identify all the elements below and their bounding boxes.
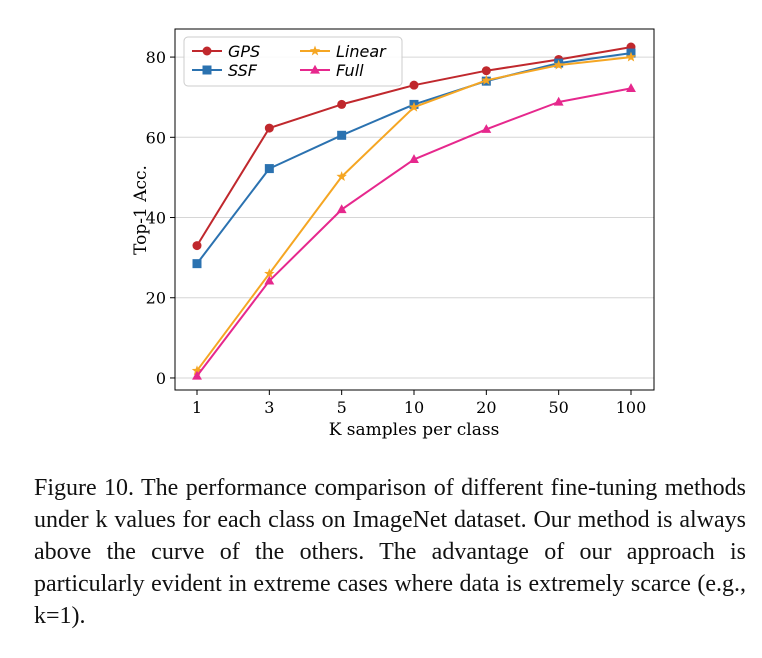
data-point-gps xyxy=(409,80,419,90)
grid-lines xyxy=(175,56,654,379)
data-point-ssf xyxy=(192,259,202,269)
legend-label-linear: Linear xyxy=(336,42,387,61)
figure-caption: Figure 10. The performance comparison of… xyxy=(34,475,746,629)
data-point-full xyxy=(336,204,347,214)
legend-marker-ssf xyxy=(202,65,212,75)
data-point-full xyxy=(553,96,564,106)
data-point-linear xyxy=(553,59,564,70)
legend-item-full: Full xyxy=(300,61,364,80)
data-point-linear xyxy=(408,101,420,112)
legend-label-full: Full xyxy=(336,61,364,80)
x-tick-label: 50 xyxy=(548,398,568,417)
data-point-gps xyxy=(337,99,347,109)
series-full xyxy=(192,83,636,380)
series-linear xyxy=(191,51,637,376)
legend-item-linear: Linear xyxy=(300,42,387,61)
legend-marker-full xyxy=(310,64,320,74)
x-tick-label: 5 xyxy=(337,398,347,417)
y-tick-label: 20 xyxy=(146,289,166,308)
y-axis-title: Top-1 Acc. xyxy=(131,165,151,255)
legend-frame xyxy=(183,36,403,87)
data-point-linear xyxy=(336,171,347,182)
legend-marker-linear xyxy=(309,45,321,56)
data-point-gps xyxy=(192,241,202,251)
x-tick-label: 3 xyxy=(264,398,274,417)
data-point-full xyxy=(409,154,419,164)
x-tick-label: 10 xyxy=(404,398,424,417)
series-layer xyxy=(191,42,637,380)
x-tick-label: 1 xyxy=(192,398,202,417)
y-tick-label: 40 xyxy=(146,209,166,228)
data-point-full xyxy=(264,275,275,285)
y-tick-label: 0 xyxy=(156,369,166,388)
data-point-gps xyxy=(264,123,274,133)
line-chart: 0 20 40 60 80 1 3 5 10 20 50 100 K samples per clas… xyxy=(131,28,655,440)
y-tick-label: 60 xyxy=(146,128,166,147)
data-point-full xyxy=(192,370,202,380)
legend-item-ssf: SSF xyxy=(192,61,258,80)
data-point-ssf xyxy=(337,130,347,140)
axis-ticks: 0 20 40 60 80 1 3 5 10 20 50 100 xyxy=(146,48,647,417)
legend-label-gps: GPS xyxy=(228,42,260,61)
data-point-gps xyxy=(481,66,491,76)
data-point-ssf xyxy=(264,164,274,174)
data-point-linear xyxy=(625,51,637,62)
x-tick-label: 100 xyxy=(616,398,647,417)
legend-marker-gps xyxy=(202,46,212,56)
data-point-linear xyxy=(481,74,492,85)
data-point-full xyxy=(626,83,636,93)
x-tick-label: 20 xyxy=(476,398,496,417)
data-point-full xyxy=(481,124,492,133)
legend-label-ssf: SSF xyxy=(228,61,258,80)
legend-item-gps: GPS xyxy=(192,42,260,61)
x-axis-title: K samples per class xyxy=(329,420,500,440)
data-point-linear xyxy=(264,268,275,279)
data-point-linear xyxy=(191,365,203,376)
y-tick-label: 80 xyxy=(146,48,166,67)
